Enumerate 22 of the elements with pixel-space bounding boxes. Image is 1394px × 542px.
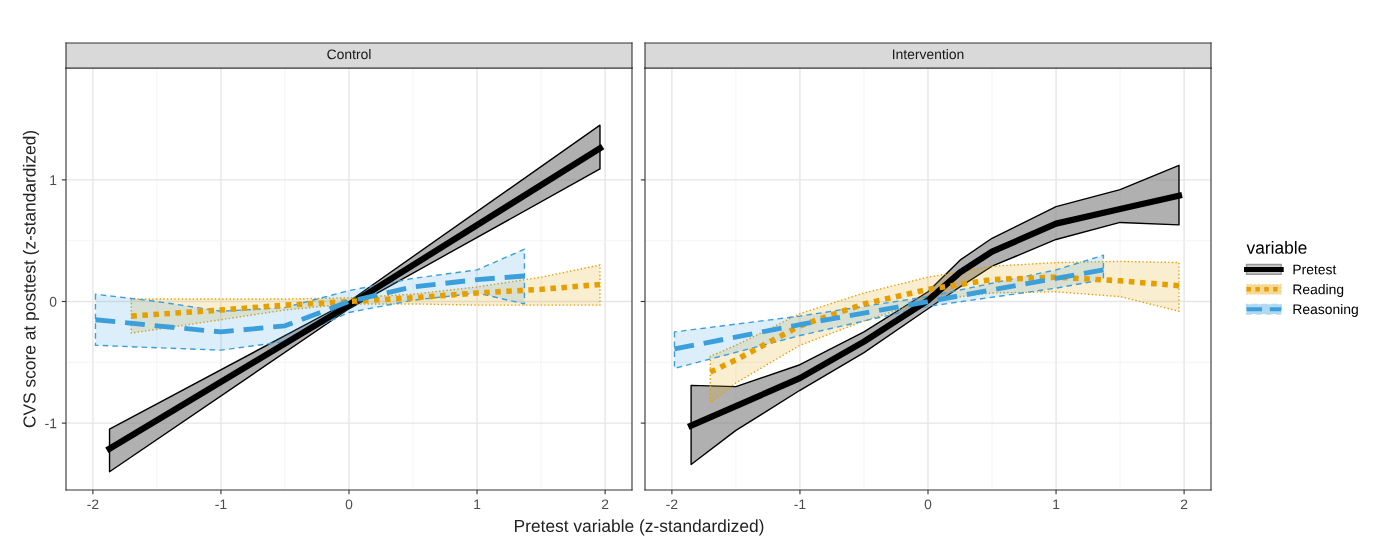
x-tick-label: -2 xyxy=(666,499,678,510)
x-tick-label: 0 xyxy=(924,499,932,510)
x-axis-title: Pretest variable (z-standardized) xyxy=(514,519,764,536)
x-tick-label: -1 xyxy=(794,499,806,510)
x-tick-label: 0 xyxy=(345,499,353,510)
x-tick-label: 2 xyxy=(601,499,609,510)
line-series xyxy=(93,273,527,335)
x-tick-label: 2 xyxy=(1180,499,1188,510)
legend-label: Reading xyxy=(1293,284,1344,298)
chart-title: Intervention xyxy=(893,49,964,60)
legend-label: Pretest xyxy=(1293,264,1337,275)
y-tick-label: 1 xyxy=(50,175,57,185)
y-tick-label: -1 xyxy=(45,418,57,429)
chart-title: Control xyxy=(327,49,371,60)
legend-title: variable xyxy=(1246,241,1307,254)
legend-label: Reasoning xyxy=(1293,303,1358,317)
y-tick-label: 0 xyxy=(49,296,57,307)
x-tick-label: 1 xyxy=(1053,499,1060,510)
x-tick-label: -2 xyxy=(87,499,99,510)
x-tick-label: -1 xyxy=(215,499,227,510)
x-tick-label: 1 xyxy=(474,499,481,510)
y-axis-title: CVS score at posttest (z-standardized) xyxy=(22,130,40,428)
